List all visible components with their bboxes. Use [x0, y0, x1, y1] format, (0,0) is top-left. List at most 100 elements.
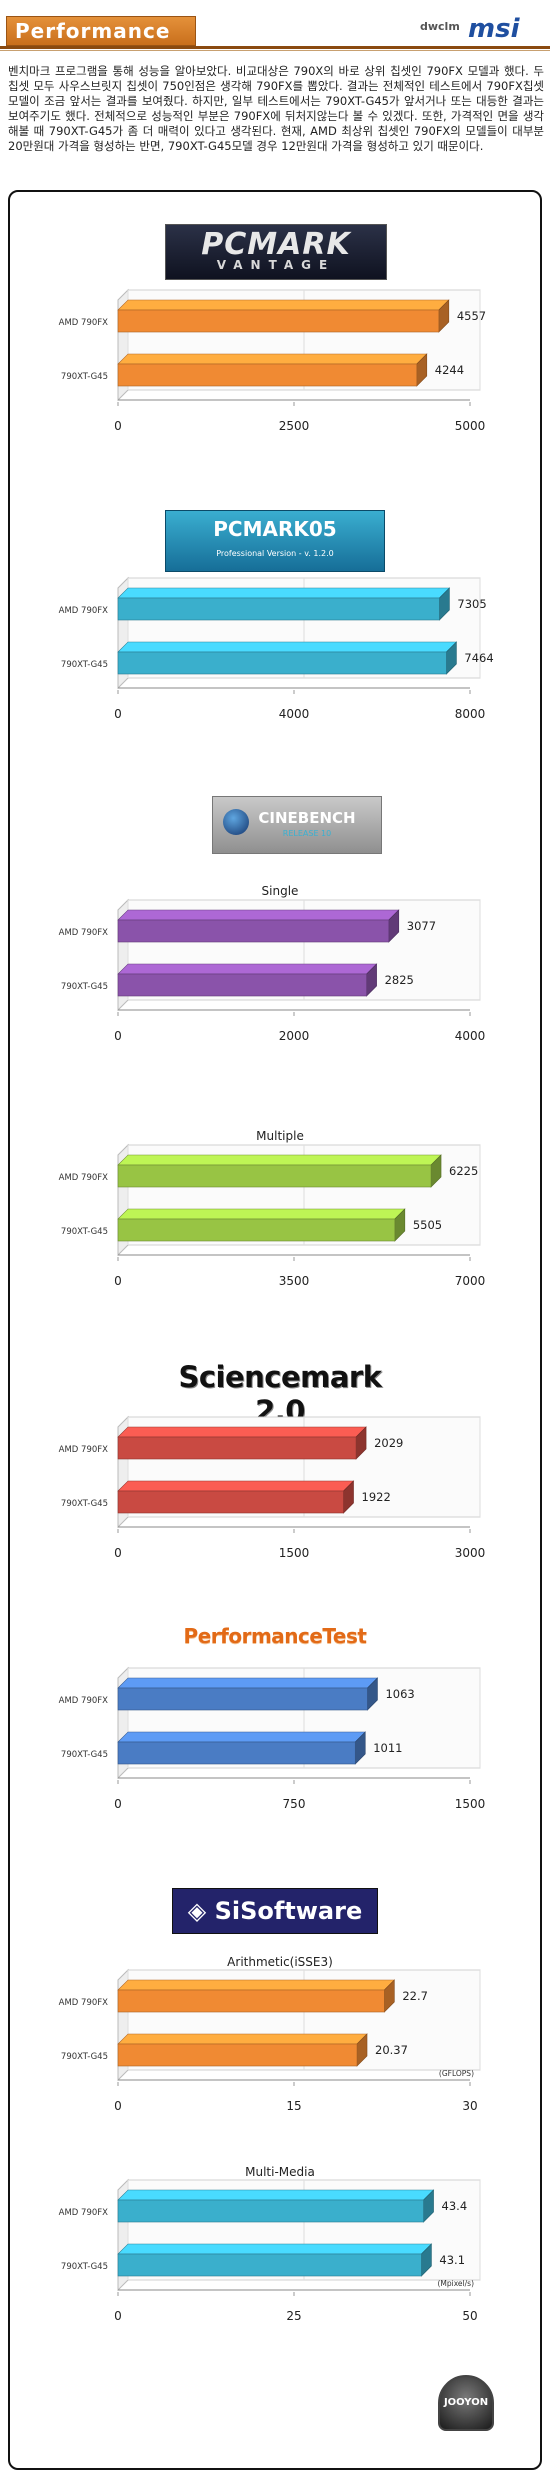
category-label: 790XT-G45	[61, 1499, 108, 1509]
x-tick-label: 50	[462, 2309, 477, 2323]
bar-top	[117, 1426, 367, 1438]
bar-top	[117, 1731, 366, 1743]
bar-top	[117, 587, 451, 599]
bar-amd-790fx	[117, 309, 440, 333]
bar-value-label: 43.1	[439, 2253, 465, 2267]
x-tick-label: 1500	[279, 1546, 310, 1560]
x-tick-label: 4000	[279, 707, 310, 721]
bar-amd-790fx	[117, 597, 440, 621]
bar-top	[117, 1208, 406, 1220]
pcmark-vantage-logo: PCMARK VANTAGE	[165, 224, 387, 280]
bar-value-label: 1011	[373, 1741, 402, 1755]
bar-value-label: 5505	[413, 1218, 442, 1232]
pcmark05-logo: PCMARK05 Professional Version - v. 1.2.0	[165, 510, 385, 572]
bar-790xt-g45	[117, 1490, 344, 1514]
x-tick-label: 0	[114, 1029, 122, 1043]
sisoftware-logo: ◈ SiSoftware	[172, 1888, 378, 1934]
bar-top	[117, 353, 428, 365]
bar-top	[117, 1154, 442, 1166]
x-tick-label: 0	[114, 1546, 122, 1560]
bar-amd-790fx	[117, 1164, 432, 1188]
bar-amd-790fx	[117, 1436, 357, 1460]
category-label: 790XT-G45	[61, 1227, 108, 1237]
header-rule	[0, 46, 550, 49]
unit-label: (Mpixel/s)	[437, 2279, 474, 2288]
bar-790xt-g45	[117, 2043, 358, 2067]
bar-value-label: 4244	[435, 363, 464, 377]
chart-cinebench-single: 0 2000 4000 3077 AMD 790FX 2825 790XT-G45	[59, 898, 486, 1043]
bar-value-label: 3077	[407, 919, 436, 933]
cinebench-logo-line1: CINEBENCH	[258, 809, 356, 827]
cinebench-logo: CINEBENCH RELEASE 10	[212, 796, 382, 854]
bar-790xt-g45	[117, 1218, 396, 1242]
bar-790xt-g45	[117, 973, 367, 997]
bar-top	[117, 963, 378, 975]
x-tick-label: 0	[114, 2099, 122, 2113]
jooyon-logo-text: JOOYON	[443, 2397, 489, 2408]
bar-value-label: 20.37	[375, 2043, 408, 2057]
x-tick-label: 0	[114, 419, 122, 433]
category-label: 790XT-G45	[61, 660, 108, 670]
jooyon-logo: JOOYON	[438, 2375, 494, 2431]
chart-sciencemark: 0 1500 3000 2029 AMD 790FX 1922 790XT-G45	[59, 1415, 485, 1560]
bar-value-label: 6225	[449, 1164, 478, 1178]
bar-top	[117, 1979, 396, 1991]
msi-logo: msi	[468, 14, 520, 44]
bar-790xt-g45	[117, 1741, 356, 1765]
section-title: Performance	[6, 16, 196, 46]
results-frame	[8, 190, 542, 2470]
bar-top	[117, 2033, 368, 2045]
category-label: 790XT-G45	[61, 2262, 108, 2272]
bar-amd-790fx	[117, 1989, 385, 2013]
chart-sisoft-arithmetic: 0 15 30 22.7 AMD 790FX 20.37 790XT-G45 (GFLOPS)	[59, 1968, 481, 2113]
sisoft-arithmetic-title: Arithmetic(iSSE3)	[227, 1955, 333, 1969]
category-label: AMD 790FX	[59, 606, 109, 616]
bar-top	[117, 2243, 433, 2255]
sciencemark-logo-text: Sciencemark 2.0	[178, 1360, 382, 1428]
sisoftware-logo-text: ◈ SiSoftware	[187, 1897, 363, 1925]
performancetest-logo-text: PerformanceTest	[183, 1624, 367, 1648]
chart-sisoft-multimedia: 0 25 50 43.4 AMD 790FX 43.1 790XT-G45 (Mpixel/s…	[59, 2178, 481, 2323]
cinebench-logo-line2: RELEASE 10	[282, 829, 332, 838]
chart-pcmark05: 0 4000 8000 7305 AMD 790FX 7464 790XT-G45	[59, 576, 494, 721]
x-tick-label: 5000	[455, 419, 486, 433]
x-tick-label: 2000	[279, 1029, 310, 1043]
unit-label: (GFLOPS)	[439, 2069, 474, 2078]
x-tick-label: 1500	[455, 1797, 486, 1811]
category-label: AMD 790FX	[59, 1445, 109, 1455]
sciencemark-logo: Sciencemark 2.0	[160, 1360, 400, 1428]
x-tick-label: 2500	[279, 419, 310, 433]
bar-790xt-g45	[117, 363, 418, 387]
pcmark05-logo-line2: Professional Version - v. 1.2.0	[216, 549, 334, 558]
x-tick-label: 7000	[455, 1274, 486, 1288]
bar-790xt-g45	[117, 651, 447, 675]
bar-top	[117, 1677, 379, 1689]
pcmark-vantage-logo-line2: VANTAGE	[216, 258, 336, 272]
dwclm-logo: dwclm	[420, 20, 460, 33]
bar-value-label: 4557	[457, 309, 486, 323]
performancetest-logo: PerformanceTest	[160, 1624, 390, 1652]
bar-amd-790fx	[117, 919, 390, 943]
bar-790xt-g45	[117, 2253, 422, 2277]
pcmark05-logo-line1: PCMARK05	[213, 517, 337, 541]
page-header: Performance dwclm msi	[0, 0, 550, 52]
x-tick-label: 0	[114, 2309, 122, 2323]
header-rule-thin	[0, 50, 550, 51]
chart-performancetest: 0 750 1500 1063 AMD 790FX 1011 790XT-G45	[59, 1666, 486, 1811]
bar-top	[117, 2189, 435, 2201]
bar-amd-790fx	[117, 2199, 424, 2223]
bar-value-label: 1922	[362, 1490, 391, 1504]
bar-value-label: 7464	[464, 651, 493, 665]
category-label: AMD 790FX	[59, 318, 109, 328]
x-tick-label: 25	[286, 2309, 301, 2323]
pcmark-vantage-logo-line1: PCMARK	[201, 227, 351, 262]
cinebench-single-title: Single	[261, 884, 299, 898]
category-label: AMD 790FX	[59, 1173, 109, 1183]
bar-top	[117, 1480, 355, 1492]
bar-value-label: 2825	[385, 973, 414, 987]
x-tick-label: 4000	[455, 1029, 486, 1043]
cinebench-multiple-title: Multiple	[256, 1129, 304, 1143]
x-tick-label: 3500	[279, 1274, 310, 1288]
bar-top	[117, 299, 450, 311]
intro-paragraph: 벤치마크 프로그램을 통해 성능을 알아보았다. 비교대상은 790X의 바로 …	[8, 64, 544, 153]
